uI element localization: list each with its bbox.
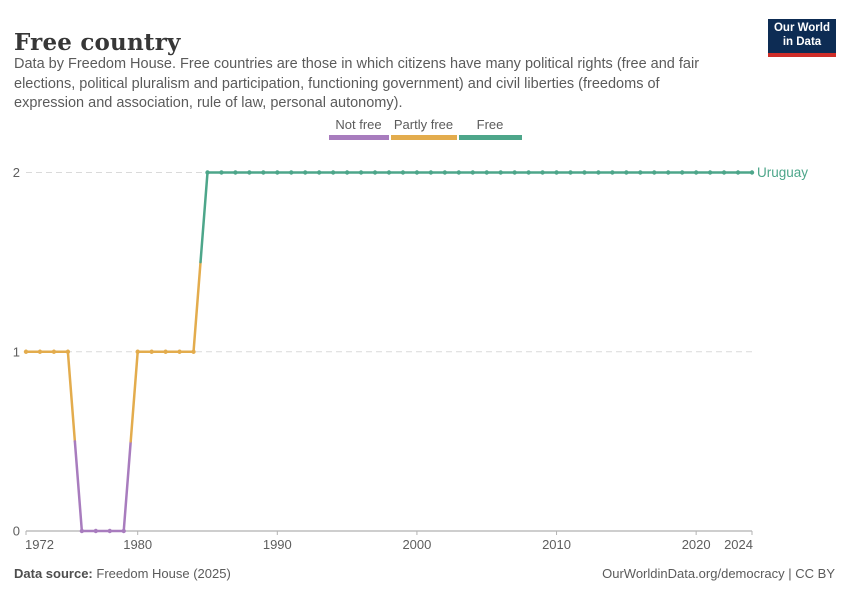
series-segment[interactable] xyxy=(66,350,77,443)
chart-footer: Data source: Freedom House (2025) OurWor… xyxy=(14,566,835,581)
legend-swatch-partly-free xyxy=(390,135,457,140)
data-source: Data source: Freedom House (2025) xyxy=(14,566,231,581)
series-segment[interactable] xyxy=(199,171,209,264)
data-point-1997[interactable] xyxy=(372,170,378,175)
legend-label: Partly free xyxy=(393,117,454,132)
x-tick-label-1980: 1980 xyxy=(123,537,152,552)
data-point-1992[interactable] xyxy=(303,170,308,175)
data-point-2003[interactable] xyxy=(456,170,462,175)
x-tick-label-2010: 2010 xyxy=(542,537,571,552)
data-point-2022[interactable] xyxy=(721,170,727,175)
data-point-2017[interactable] xyxy=(652,170,657,175)
subtitle-line: Data by Freedom House. Free countries ar… xyxy=(14,56,700,72)
data-point-1994[interactable] xyxy=(330,170,336,175)
legend-label: Free xyxy=(476,117,504,132)
owid-logo[interactable]: Our World in Data xyxy=(768,19,836,57)
data-point-1976[interactable] xyxy=(79,528,85,534)
data-point-2020[interactable] xyxy=(693,170,699,175)
x-tick-label-2020: 2020 xyxy=(682,537,711,552)
y-tick-label-0: 0 xyxy=(13,524,20,539)
data-point-1973[interactable] xyxy=(37,349,43,354)
data-point-1991[interactable] xyxy=(289,170,294,175)
data-point-2009[interactable] xyxy=(540,170,545,175)
data-point-1975[interactable] xyxy=(65,349,71,354)
footer-link[interactable]: OurWorldinData.org/democracy | CC BY xyxy=(602,566,835,581)
x-tick-label-2000: 2000 xyxy=(402,537,431,552)
series-segment[interactable] xyxy=(192,260,202,353)
data-source-label: Data source: xyxy=(14,566,93,581)
x-tick-label-1990: 1990 xyxy=(263,537,292,552)
data-point-1996[interactable] xyxy=(358,170,364,175)
data-point-1999[interactable] xyxy=(400,170,406,175)
data-point-1972[interactable] xyxy=(23,349,29,354)
data-point-1981[interactable] xyxy=(149,349,154,354)
data-point-1993[interactable] xyxy=(316,170,322,175)
data-point-2008[interactable] xyxy=(526,170,531,175)
x-tick-label-1972: 1972 xyxy=(25,537,54,552)
data-point-2014[interactable] xyxy=(610,170,615,175)
series-segment[interactable] xyxy=(122,440,132,533)
data-point-2023[interactable] xyxy=(735,170,741,175)
data-point-2016[interactable] xyxy=(638,170,643,175)
data-point-1978[interactable] xyxy=(107,528,112,534)
data-point-2001[interactable] xyxy=(428,170,434,175)
data-point-1983[interactable] xyxy=(177,349,182,354)
data-point-2013[interactable] xyxy=(596,170,601,175)
owid-logo-line2: in Data xyxy=(782,35,822,48)
data-point-2018[interactable] xyxy=(666,170,671,175)
data-point-1988[interactable] xyxy=(247,170,252,175)
data-point-1982[interactable] xyxy=(163,349,168,354)
data-point-1980[interactable] xyxy=(135,349,140,354)
data-point-1998[interactable] xyxy=(386,170,392,175)
data-point-2007[interactable] xyxy=(512,170,517,175)
legend-item-free[interactable]: Free xyxy=(458,117,522,140)
data-point-2005[interactable] xyxy=(484,170,489,175)
data-point-1987[interactable] xyxy=(233,170,238,175)
legend-item-not-free[interactable]: Not free xyxy=(328,117,389,140)
legend-swatch-not-free xyxy=(328,135,389,140)
line-chart[interactable]: 0 1 2 1972 1980 1990 2000 2010 2020 2024 Uruguay xyxy=(0,150,850,560)
data-point-2000[interactable] xyxy=(414,170,420,175)
subtitle-line: expression and association, rule of law,… xyxy=(14,95,403,111)
data-point-2015[interactable] xyxy=(624,170,629,175)
data-point-2012[interactable] xyxy=(582,170,587,175)
series-segment[interactable] xyxy=(73,440,84,533)
data-point-2024[interactable] xyxy=(749,170,755,175)
data-point-2021[interactable] xyxy=(707,170,713,175)
category-legend: Not free Partly free Free xyxy=(0,117,850,140)
owid-logo-line1: Our World xyxy=(773,22,830,34)
data-point-2019[interactable] xyxy=(679,170,685,175)
data-point-1990[interactable] xyxy=(275,170,280,175)
chart-subtitle: Data by Freedom House. Free countries ar… xyxy=(14,55,699,114)
data-source-value: Freedom House (2025) xyxy=(96,566,231,581)
data-point-1985[interactable] xyxy=(205,170,210,175)
entity-label[interactable]: Uruguay xyxy=(757,165,808,180)
legend-swatch-free xyxy=(458,135,522,140)
data-point-1979[interactable] xyxy=(121,528,126,534)
series-segment[interactable] xyxy=(129,350,139,443)
data-point-1974[interactable] xyxy=(51,349,57,354)
subtitle-line: elections, political pluralism and parti… xyxy=(14,75,660,92)
y-tick-label-2: 2 xyxy=(13,165,20,180)
data-point-1984[interactable] xyxy=(191,349,196,354)
data-point-1989[interactable] xyxy=(261,170,266,175)
x-tick-label-2024: 2024 xyxy=(724,537,753,552)
data-point-1977[interactable] xyxy=(93,528,99,534)
legend-label: Not free xyxy=(335,117,382,132)
data-point-1986[interactable] xyxy=(219,170,224,175)
data-point-2002[interactable] xyxy=(442,170,448,175)
page-title: Free country xyxy=(14,29,181,57)
data-point-2011[interactable] xyxy=(568,170,573,175)
data-point-2006[interactable] xyxy=(498,170,503,175)
data-point-2004[interactable] xyxy=(470,170,475,175)
data-point-2010[interactable] xyxy=(554,170,559,175)
y-tick-label-1: 1 xyxy=(13,344,20,359)
data-point-1995[interactable] xyxy=(344,170,350,175)
legend-item-partly-free[interactable]: Partly free xyxy=(390,117,457,140)
